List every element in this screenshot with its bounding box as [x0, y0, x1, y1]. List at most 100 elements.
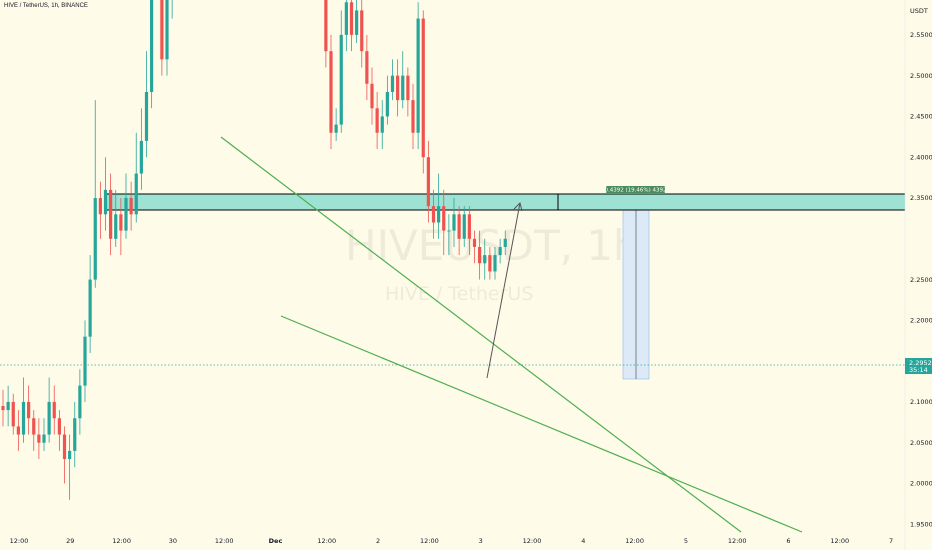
candle-body	[42, 434, 46, 443]
candle	[144, 51, 149, 158]
trendlines[interactable]	[220, 136, 803, 533]
candle-body	[437, 206, 441, 223]
candle-body	[83, 336, 87, 386]
candle-body	[32, 418, 36, 435]
arrow-head-icon	[513, 202, 523, 212]
candle-body	[360, 10, 364, 52]
candle	[360, 0, 364, 68]
candle	[472, 230, 477, 264]
measure-box[interactable]	[622, 200, 650, 380]
price-tick-label: 2.4500	[910, 113, 932, 121]
candle-body	[452, 214, 456, 231]
candle	[385, 75, 389, 125]
candle-body	[431, 206, 436, 223]
price-axis[interactable]: USDT 1.90001.95002.00002.05002.10002.150…	[904, 0, 932, 550]
candle	[457, 206, 461, 256]
candle	[11, 393, 15, 435]
candle-body	[47, 401, 51, 435]
lower-trendline[interactable]	[280, 315, 803, 533]
candle	[171, 0, 173, 19]
candle	[93, 100, 97, 288]
price-tick-label: 2.5000	[910, 72, 932, 80]
candle-body	[129, 198, 133, 215]
time-axis[interactable]: 12:00 29 12:00 30 12:00 Dec 12:00 2 12:00 3 12:00 4…	[10, 537, 894, 545]
candle-body	[426, 157, 430, 207]
candle	[421, 10, 425, 174]
candle-body	[114, 214, 118, 239]
candle-body	[457, 214, 461, 239]
zone[interactable]	[104, 193, 908, 211]
candle	[401, 51, 405, 109]
candle-body	[329, 51, 333, 133]
candle	[42, 418, 46, 451]
candle	[57, 410, 61, 451]
candle	[329, 34, 333, 150]
candle-body	[375, 108, 379, 133]
candle	[426, 140, 430, 223]
time-tick-label: 30	[169, 537, 177, 545]
candle-body	[11, 401, 15, 427]
candle	[88, 255, 92, 353]
candle	[27, 385, 31, 435]
candle-body	[119, 214, 123, 231]
candle	[62, 426, 67, 484]
candle	[129, 181, 133, 231]
time-tick-label: Dec	[269, 537, 283, 545]
resistance-zone[interactable]	[104, 193, 908, 211]
measure-label-bg	[606, 186, 665, 193]
candle	[416, 2, 420, 150]
candle-body	[406, 75, 410, 101]
candle-body	[478, 246, 482, 264]
time-tick-label: 12:00	[10, 537, 29, 545]
candle	[21, 377, 26, 443]
candle	[498, 238, 502, 264]
candle-body	[483, 255, 487, 264]
candle	[467, 206, 471, 256]
candle	[160, 0, 164, 76]
candle	[1, 389, 5, 427]
candle	[488, 246, 492, 280]
candle	[119, 198, 123, 256]
candle-body	[498, 246, 502, 256]
candle	[375, 91, 379, 150]
candle-body	[78, 385, 82, 419]
candle	[503, 230, 507, 256]
candle-body	[488, 255, 492, 272]
candle	[370, 67, 374, 125]
candle-body	[21, 401, 26, 435]
candle	[478, 230, 482, 280]
candle	[442, 189, 446, 256]
candle	[73, 401, 77, 468]
watermark: HIVEUSDT, 1h HIVE / TetherUS	[345, 221, 640, 305]
candle-body	[165, 0, 169, 60]
candle	[134, 132, 138, 223]
price-axis-bg	[905, 0, 932, 550]
time-tick-label: 6	[786, 537, 790, 545]
candle	[98, 181, 102, 239]
candle-body	[150, 0, 154, 92]
candle-body	[390, 75, 395, 92]
candle	[339, 10, 343, 133]
candle-body	[442, 206, 446, 231]
time-tick-label: 12:00	[830, 537, 849, 545]
candle-body	[324, 0, 328, 52]
time-tick-label: 12:00	[420, 537, 439, 545]
candles	[1, 0, 507, 500]
candle-body	[88, 279, 92, 337]
projection-arrow[interactable]	[486, 202, 523, 379]
candle-body	[134, 173, 138, 215]
arrow-shaft[interactable]	[486, 202, 521, 379]
upper-trendline[interactable]	[220, 136, 742, 533]
countdown-timer: 35:14	[909, 366, 928, 374]
measure-label-text: 0.4392 (19.46%) 4392	[604, 188, 666, 194]
current-price-bg	[905, 358, 932, 374]
candle-body	[62, 434, 67, 460]
candle-body	[57, 418, 61, 435]
candle	[103, 157, 108, 231]
candle-body	[37, 434, 41, 443]
price-tick-label: 2.5500	[910, 31, 932, 39]
candle-body	[334, 124, 338, 133]
candle-body	[68, 450, 72, 460]
candle	[16, 410, 20, 451]
